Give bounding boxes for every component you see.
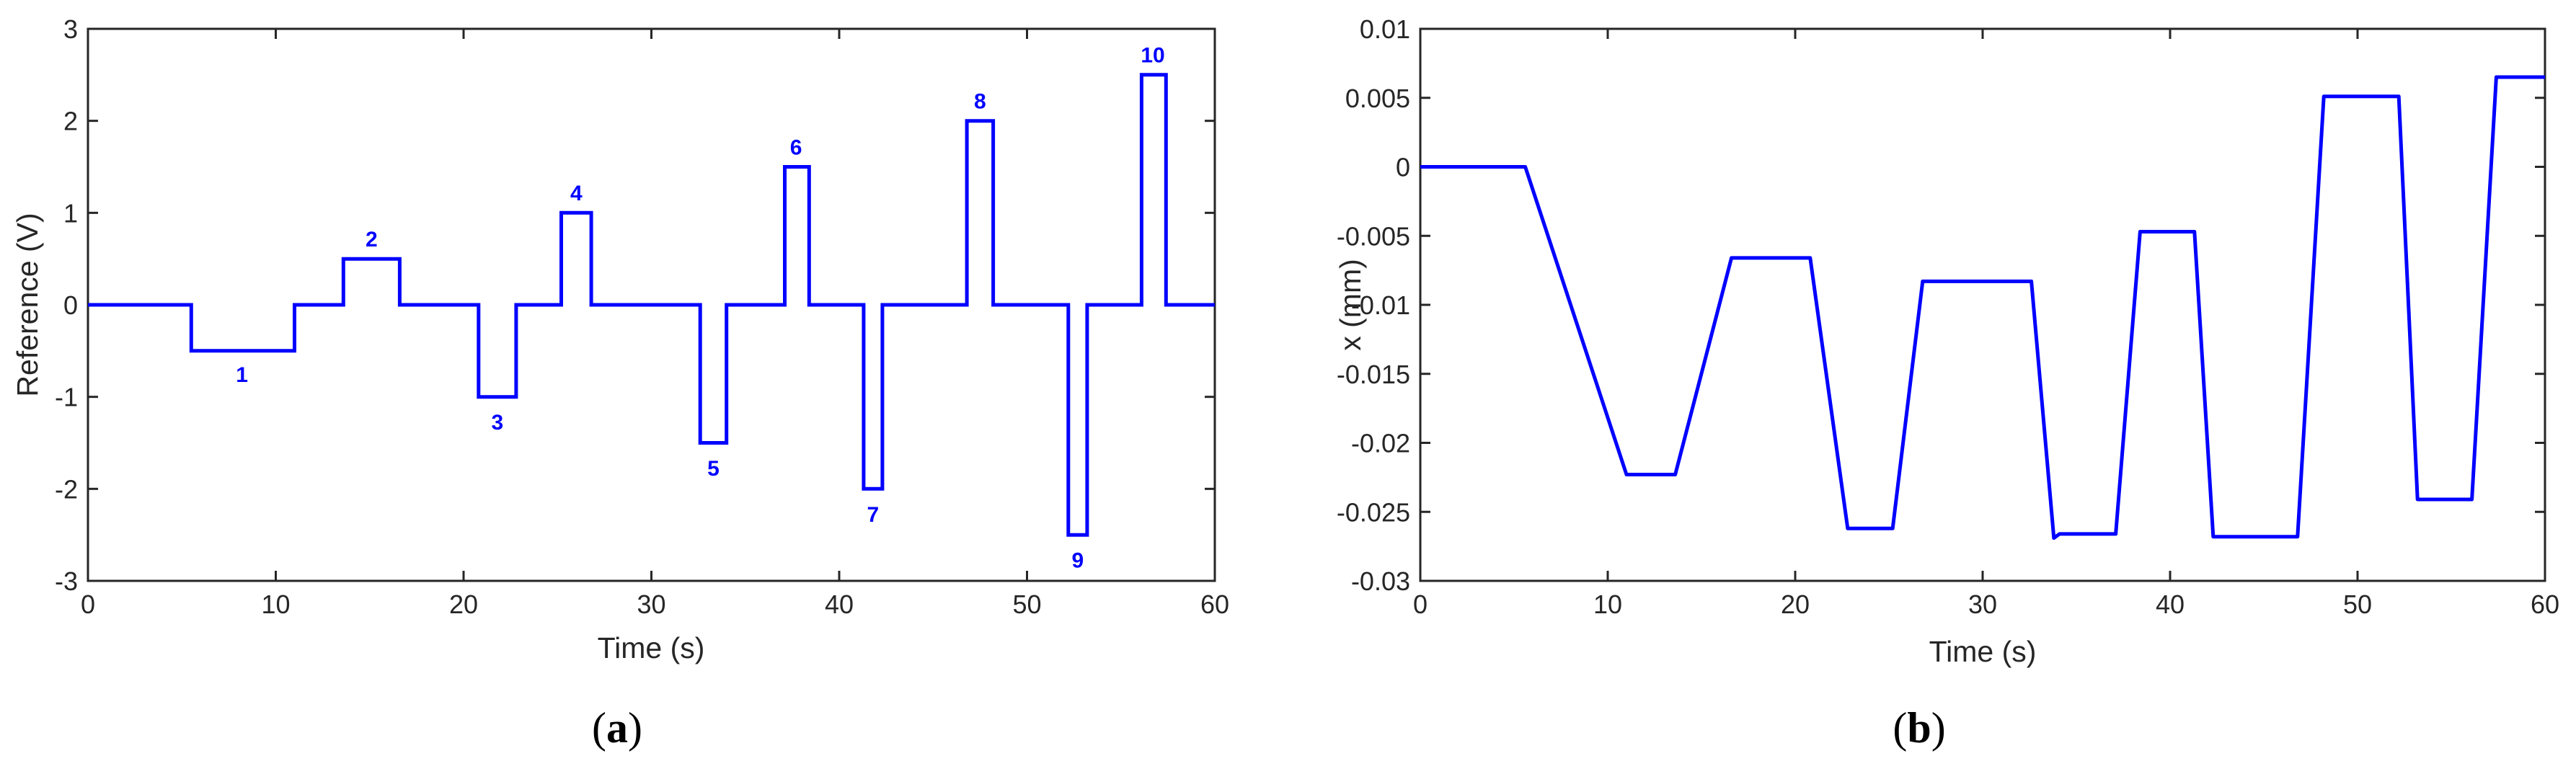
y-tick-label: 1 <box>63 198 78 228</box>
x-tick-label: 50 <box>1012 590 1041 619</box>
step-label: 4 <box>570 182 583 205</box>
chart-panel-b: 0 10 20 30 40 50 60 -0.03-0.025-0.02-0.015-0.0… <box>1334 14 2559 752</box>
y-axis-label-b: x (mm) <box>1334 259 1367 351</box>
plot-frame-b <box>1419 27 2546 582</box>
x-tick-label: 40 <box>2156 590 2185 619</box>
y-tick-label: -0.02 <box>1351 429 1410 458</box>
y-ticks-a: -3 -2 -1 0 1 2 3 <box>55 14 1215 596</box>
x-tick-label: 60 <box>2531 590 2559 619</box>
panel-label-a: (a) <box>592 704 642 752</box>
x-tick-label: 60 <box>1200 590 1229 619</box>
y-ticks-b: -0.03 -0.025 -0.02 -0.015 -0.01 -0.005 0 0.005 0… <box>1337 14 2545 596</box>
y-tick-label: -1 <box>55 383 78 412</box>
x-tick-label: 0 <box>81 590 95 619</box>
x-tick-label: 40 <box>825 590 854 619</box>
x-ticks-a: 0 10 20 30 40 50 60 <box>81 29 1229 619</box>
step-label: 9 <box>1071 549 1084 573</box>
x-axis-label-b: Time (s) <box>1929 635 2037 668</box>
y-tick-label: 0.005 <box>1345 84 1410 113</box>
y-tick-label: 0 <box>1396 153 1410 182</box>
x-tick-label: 10 <box>261 590 290 619</box>
y-tick-label: -0.005 <box>1337 221 1410 251</box>
step-label: 8 <box>974 90 986 114</box>
series-line-b <box>1420 75 2545 541</box>
step-label: 6 <box>790 135 802 159</box>
x-ticks-b: 0 10 20 30 40 50 60 <box>1413 29 2559 619</box>
y-tick-label: 0 <box>63 290 78 320</box>
panel-letter-a: a <box>606 704 628 752</box>
y-tick-label: 3 <box>63 14 78 44</box>
y-tick-label: -2 <box>55 474 78 504</box>
x-tick-label: 20 <box>1781 590 1810 619</box>
y-axis-label-a: Reference (V) <box>11 213 44 396</box>
step-labels-a: 1 2 3 4 5 6 7 8 9 10 <box>236 44 1164 573</box>
x-tick-label: 30 <box>637 590 665 619</box>
y-tick-label: 0.01 <box>1360 14 1410 44</box>
x-tick-label: 10 <box>1593 590 1622 619</box>
y-tick-label: 2 <box>63 107 78 136</box>
y-tick-label: -3 <box>55 566 78 596</box>
y-tick-label: -0.015 <box>1337 360 1410 389</box>
series-line-a <box>88 73 1215 537</box>
step-label: 5 <box>707 457 720 481</box>
x-axis-label-a: Time (s) <box>598 631 705 664</box>
x-tick-label: 0 <box>1413 590 1428 619</box>
y-tick-label: -0.03 <box>1351 566 1410 596</box>
step-label: 10 <box>1141 44 1164 68</box>
step-label: 2 <box>366 228 378 252</box>
step-label: 3 <box>492 411 504 435</box>
chart-panel-a: 0 10 20 30 40 50 60 -3 -2 -1 0 1 2 3 1 2 3 4 5 6 7 8 9 10 Tim… <box>11 14 1229 752</box>
panel-letter-b: b <box>1907 704 1931 752</box>
x-tick-label: 20 <box>449 590 478 619</box>
step-label: 1 <box>236 363 248 387</box>
step-label: 7 <box>867 503 880 527</box>
x-tick-label: 30 <box>1968 590 1997 619</box>
x-tick-label: 50 <box>2343 590 2372 619</box>
y-tick-label: -0.01 <box>1351 290 1410 320</box>
y-tick-label: -0.025 <box>1337 497 1410 527</box>
panel-label-b: (b) <box>1893 704 1945 752</box>
